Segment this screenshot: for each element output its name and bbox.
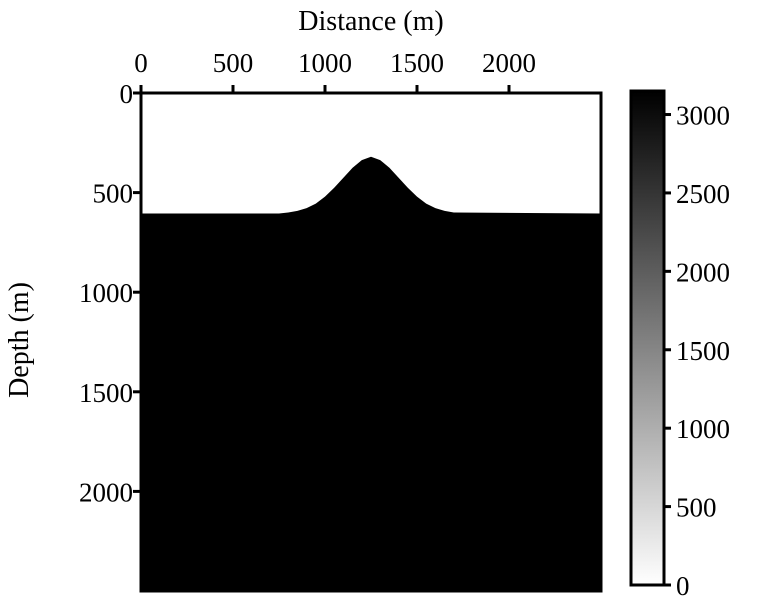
x-tick-label: 1000 (298, 48, 352, 78)
colorbar-gradient (629, 89, 666, 587)
plot-area (139, 91, 603, 593)
region-high-value (141, 156, 601, 591)
y-tick-label: 0 (120, 79, 134, 109)
colorbar-tick-label: 0 (676, 571, 690, 601)
y-axis: 0 500 1000 1500 2000 (79, 79, 141, 507)
y-tick-label: 1500 (79, 378, 133, 408)
y-tick-label: 1000 (79, 278, 133, 308)
x-tick-label: 2000 (482, 48, 536, 78)
x-tick-label: 500 (213, 48, 254, 78)
colorbar-tick-label: 3000 (676, 101, 730, 131)
x-tick-label: 1500 (390, 48, 444, 78)
y-axis-title: Depth (m) (4, 282, 35, 398)
colorbar: 0 500 1000 1500 2000 2500 3000 (629, 89, 730, 601)
x-axis-title: Distance (m) (298, 6, 443, 37)
colorbar-tick-label: 1000 (676, 414, 730, 444)
colorbar-tick-label: 1500 (676, 336, 730, 366)
x-axis: 0 500 1000 1500 2000 (134, 48, 536, 93)
x-tick-label: 0 (134, 48, 148, 78)
colorbar-tick-label: 2000 (676, 257, 730, 287)
colorbar-tick-label: 2500 (676, 179, 730, 209)
colorbar-tick-label: 500 (676, 493, 717, 523)
y-tick-label: 2000 (79, 477, 133, 507)
plot-frame (139, 91, 603, 593)
y-tick-label: 500 (93, 179, 134, 209)
